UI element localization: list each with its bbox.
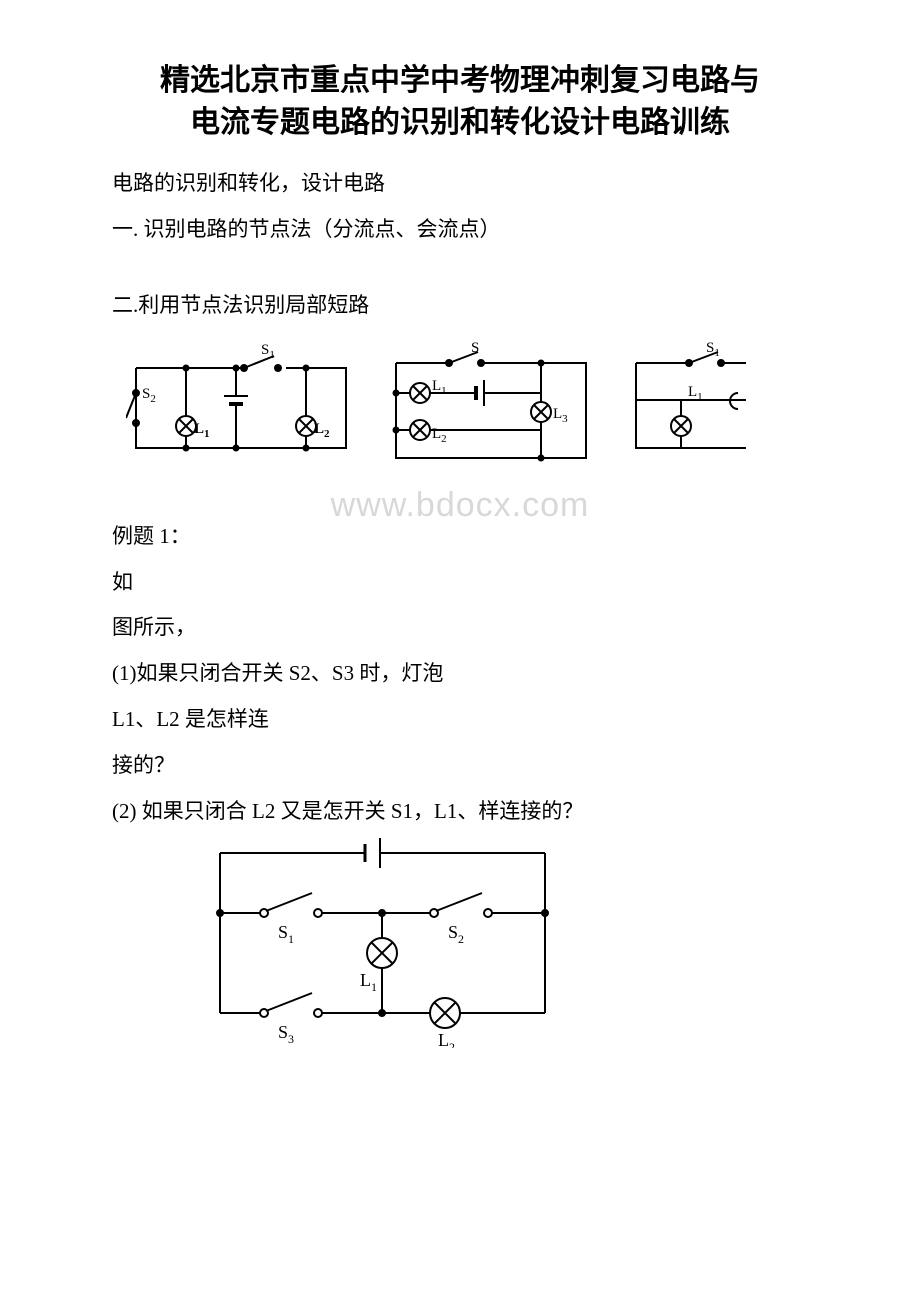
svg-text:L1: L1 — [432, 378, 447, 397]
page-title: 精选北京市重点中学中考物理冲刺复习电路与 电流专题电路的识别和转化设计电路训练 — [70, 60, 850, 144]
svg-text:S3: S3 — [278, 1022, 294, 1046]
svg-text:S1: S1 — [278, 922, 294, 946]
line-tusuoshi: 图所示， — [70, 608, 850, 648]
svg-text:L2: L2 — [432, 426, 447, 445]
svg-text:S2: S2 — [142, 386, 156, 405]
section-2: 二.利用节点法识别局部短路 — [70, 286, 850, 326]
question-1b: L1、L2 是怎样连 — [70, 700, 850, 740]
title-line-1: 精选北京市重点中学中考物理冲刺复习电路与 — [160, 64, 760, 97]
svg-text:S2: S2 — [448, 922, 464, 946]
circuit-diagram-1: S1 S2 L1 L2 — [126, 338, 356, 458]
svg-text:L3: L3 — [553, 406, 568, 425]
subtitle: 电路的识别和转化，设计电路 — [70, 164, 850, 204]
svg-text:S: S — [471, 340, 479, 356]
question-1c: 接的？ — [70, 746, 850, 786]
section-1: 一. 识别电路的节点法（分流点、会流点） — [70, 210, 850, 250]
circuit-diagram-3: S1 L1 — [626, 338, 746, 458]
question-1: (1)如果只闭合开关 S2、S3 时，灯泡 — [70, 654, 850, 694]
line-ru: 如 — [70, 563, 850, 603]
svg-text:L2: L2 — [438, 1030, 455, 1048]
question-2: (2) 如果只闭合 L2 又是怎开关 S1，L1、样连接的？ — [70, 792, 850, 832]
svg-text:L1: L1 — [194, 421, 210, 440]
title-line-2: 电流专题电路的识别和转化设计电路训练 — [190, 106, 730, 139]
svg-text:L1: L1 — [360, 970, 377, 994]
svg-text:L2: L2 — [314, 421, 330, 440]
circuit-diagram-2: S L1 L2 L3 — [386, 338, 596, 468]
circuit-diagram-4: S1 S2 S3 L1 L2 — [200, 838, 570, 1048]
circuit-figure-row: S1 S2 L1 L2 — [126, 338, 850, 468]
